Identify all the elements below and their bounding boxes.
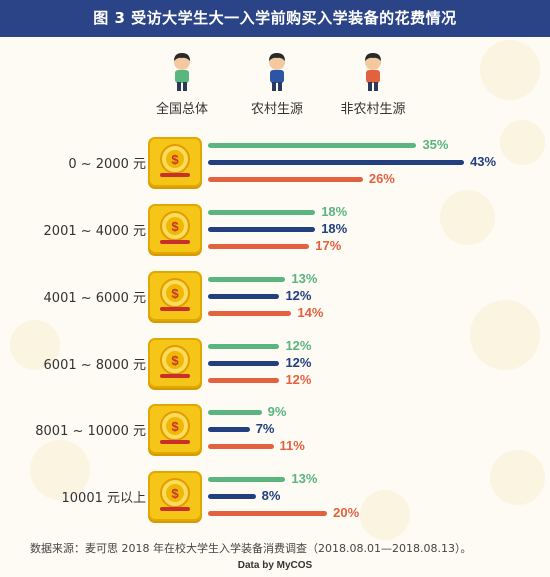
- data-label: 43%: [470, 154, 497, 169]
- legend-item: 全国总体: [137, 52, 227, 117]
- legend-item: 农村生源: [232, 52, 322, 117]
- legend-label: 农村生源: [250, 102, 303, 117]
- background-coin-decoration: [30, 440, 90, 500]
- data-label: 26%: [368, 171, 395, 186]
- bar-rural: [208, 427, 250, 432]
- bar-overall: [208, 143, 417, 148]
- data-label: 18%: [321, 221, 348, 236]
- bar-rural: [208, 160, 465, 165]
- coin-icon: $: [148, 471, 202, 521]
- legend-label: 全国总体: [155, 102, 208, 117]
- data-label: 12%: [285, 355, 312, 370]
- bar-overall: [208, 210, 316, 215]
- person-icon: [174, 53, 190, 91]
- data-label: 13%: [291, 471, 318, 486]
- category-label: 6001 ~ 8000 元: [43, 358, 146, 373]
- svg-text:$: $: [171, 486, 179, 501]
- svg-text:$: $: [171, 353, 179, 368]
- data-source-note: 数据来源：麦可思 2018 年在校大学生入学装备消费调查（2018.08.01—…: [30, 542, 472, 555]
- data-label: 14%: [297, 305, 324, 320]
- coin-icon: $: [148, 204, 202, 254]
- bar-non-rural: [208, 311, 292, 316]
- data-label: 12%: [285, 288, 312, 303]
- legend-item: 非农村生源: [328, 52, 418, 117]
- svg-text:$: $: [171, 219, 179, 234]
- bar-overall: [208, 477, 286, 482]
- brand-credit: Data by MyCOS: [237, 560, 313, 571]
- background-coin-decoration: [500, 120, 545, 165]
- data-label: 9%: [267, 404, 287, 419]
- category-row: 10001 元以上 $13% 8% 20%: [0, 466, 550, 526]
- data-label: 12%: [285, 338, 312, 353]
- coin-icon: $: [148, 338, 202, 388]
- category-row: 2001 ~ 4000 元 $18% 18% 17%: [0, 199, 550, 259]
- svg-text:$: $: [171, 286, 179, 301]
- coin-icon: $: [148, 404, 202, 454]
- bar-non-rural: [208, 177, 363, 182]
- bar-overall: [208, 410, 262, 415]
- data-label: 35%: [422, 137, 449, 152]
- category-row: 8001 ~ 10000 元 $9% 7% 11%: [0, 399, 550, 459]
- bar-rural: [208, 361, 280, 366]
- data-label: 12%: [285, 372, 312, 387]
- category-label: 10001 元以上: [61, 491, 147, 506]
- category-label: 0 ~ 2000 元: [68, 157, 146, 172]
- background-coin-decoration: [490, 450, 545, 505]
- bar-overall: [208, 344, 280, 349]
- bar-non-rural: [208, 244, 310, 249]
- bar-non-rural: [208, 378, 280, 383]
- category-row: 0 ~ 2000 元 $35% 43% 26%: [0, 132, 550, 192]
- svg-text:$: $: [171, 419, 179, 434]
- background-coin-decoration: [360, 490, 410, 540]
- coin-icon: $: [148, 137, 202, 187]
- data-label: 13%: [291, 271, 318, 286]
- legend-label: 非农村生源: [340, 102, 406, 117]
- category-label: 2001 ~ 4000 元: [43, 224, 146, 239]
- bar-non-rural: [208, 444, 274, 449]
- coin-icon: $: [148, 271, 202, 321]
- background-coin-decoration: [10, 320, 60, 370]
- data-label: 11%: [279, 438, 305, 453]
- svg-text:$: $: [171, 152, 179, 167]
- bar-rural: [208, 494, 256, 499]
- background-coin-decoration: [480, 40, 540, 100]
- bar-overall: [208, 277, 286, 282]
- bar-rural: [208, 227, 316, 232]
- bar-rural: [208, 294, 280, 299]
- chart-title: 图 3 受访大学生大一入学前购买入学装备的花费情况: [0, 0, 550, 37]
- category-label: 8001 ~ 10000 元: [35, 424, 146, 439]
- background-coin-decoration: [470, 300, 540, 370]
- person-icon: [269, 53, 285, 91]
- category-row: 4001 ~ 6000 元 $13% 12% 14%: [0, 266, 550, 326]
- data-label: 7%: [255, 421, 275, 436]
- data-label: 20%: [333, 505, 360, 520]
- background-coin-decoration: [440, 190, 495, 245]
- person-icon: [365, 53, 381, 91]
- category-label: 4001 ~ 6000 元: [43, 291, 146, 306]
- data-label: 8%: [261, 488, 281, 503]
- bar-non-rural: [208, 511, 328, 516]
- category-row: 6001 ~ 8000 元 $12% 12% 12%: [0, 333, 550, 393]
- data-label: 17%: [315, 238, 342, 253]
- data-label: 18%: [321, 204, 348, 219]
